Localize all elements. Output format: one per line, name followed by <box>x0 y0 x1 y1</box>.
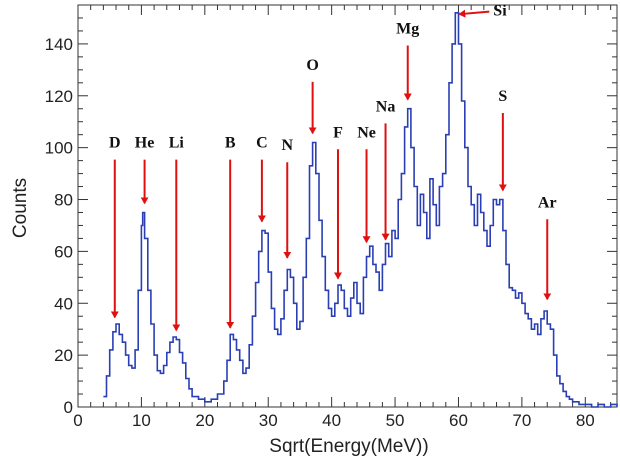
annotation-label: D <box>109 135 121 152</box>
x-tick-label: 40 <box>322 411 341 430</box>
annotation-label: Ne <box>357 124 376 141</box>
x-tick-label: 50 <box>386 411 405 430</box>
x-axis-title: Sqrt(Energy(MeV)) <box>269 436 428 457</box>
x-tick-label: 10 <box>132 411 151 430</box>
annotation-label: Li <box>169 135 185 152</box>
annotation-label: S <box>498 88 507 105</box>
annotation-label: Ar <box>538 194 557 211</box>
annotation-arrow <box>458 9 490 18</box>
series-line <box>103 12 618 408</box>
plot-frame <box>77 4 618 408</box>
annotation-label: Mg <box>396 21 419 38</box>
y-tick-label: 40 <box>54 294 73 313</box>
x-tick-label: 60 <box>449 411 468 430</box>
annotation-label: He <box>135 135 155 152</box>
y-tick-label: 120 <box>45 87 73 106</box>
y-tick-label: 0 <box>64 398 73 417</box>
y-axis-title: Counts <box>10 178 31 238</box>
y-tick-label: 100 <box>45 139 73 158</box>
x-tick-label: 70 <box>512 411 531 430</box>
y-tick-label: 80 <box>54 191 73 210</box>
annotation-label: Na <box>376 98 396 115</box>
series-layer <box>103 12 618 408</box>
annotation-label: C <box>256 135 268 152</box>
x-tick-label: 0 <box>73 411 82 430</box>
x-tick-label: 80 <box>576 411 595 430</box>
x-tick-label: 20 <box>195 411 214 430</box>
annotation-label: F <box>333 124 343 141</box>
annotation-label: N <box>281 137 293 154</box>
y-tick-label: 60 <box>54 242 73 261</box>
y-axis: 0 20 40 60 80 100 120 140 <box>45 4 617 417</box>
x-axis: 0 10 20 30 40 50 60 70 80 <box>73 5 612 430</box>
annotation-label: B <box>225 135 236 152</box>
annotation-label: O <box>306 57 318 74</box>
y-tick-label: 140 <box>45 35 73 54</box>
annotation-label: Si <box>493 3 507 20</box>
x-tick-label: 30 <box>259 411 278 430</box>
y-tick-label: 20 <box>54 346 73 365</box>
plot-border <box>77 4 618 408</box>
